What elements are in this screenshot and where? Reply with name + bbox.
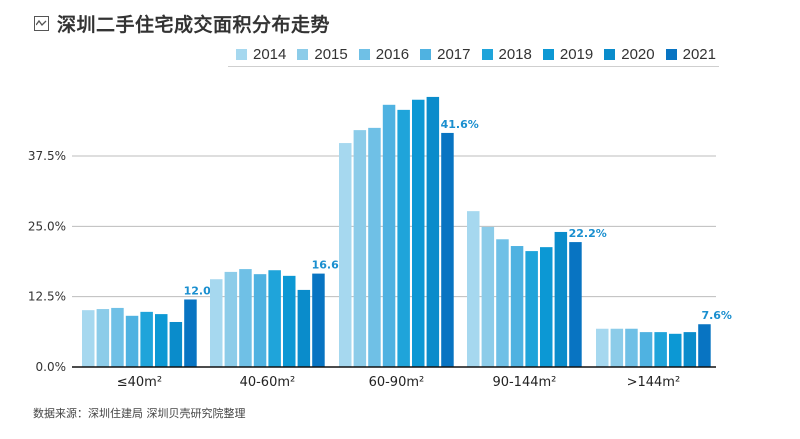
legend-item-2014: 2014	[236, 46, 286, 63]
bar-2015-4	[610, 328, 624, 367]
bar-2018-1	[268, 270, 281, 367]
x-tick-label: >144m²	[627, 375, 681, 390]
bar-2015-2	[353, 130, 367, 367]
bar-2019-4	[669, 333, 682, 367]
bar-2014-2	[339, 143, 352, 367]
bar-2016-2	[368, 127, 381, 367]
bar-2014-4	[596, 328, 609, 367]
bar-2020-3	[554, 231, 568, 367]
y-tick-label: 12.5%	[28, 290, 66, 304]
bar-2015-1	[224, 271, 238, 367]
y-tick-label: 37.5%	[28, 149, 66, 163]
legend-swatch	[358, 49, 370, 60]
bar-2019-2	[412, 99, 425, 367]
legend-label: 2014	[253, 46, 287, 63]
bar-2017-2	[382, 104, 396, 367]
legend-swatch	[420, 49, 432, 60]
data-label: 41.6%	[441, 118, 479, 131]
chart-title: 深圳二手住宅成交面积分布走势	[57, 14, 331, 36]
bar-2016-0	[111, 307, 124, 367]
legend-item-2021: 2021	[665, 46, 716, 63]
bar-2021-4	[698, 324, 711, 367]
bar-2017-0	[125, 315, 139, 367]
legend-swatch	[604, 49, 616, 60]
legend-item-2019: 2019	[542, 46, 594, 63]
bar-2019-0	[155, 314, 168, 367]
legend-label: 2019	[559, 46, 594, 63]
bar-2021-0	[184, 299, 197, 367]
legend-item-2015: 2015	[297, 46, 348, 63]
legend-swatch	[481, 49, 493, 60]
bar-2020-4	[683, 332, 697, 367]
bar-2015-3	[481, 226, 495, 367]
legend-label: 2020	[621, 46, 655, 63]
legend: 2014 2015 2016 2017 2018 2019 2020 2021	[236, 46, 716, 63]
x-tick-label: 90-144m²	[492, 375, 556, 390]
bar-2021-3	[569, 242, 582, 367]
bar-2014-0	[82, 310, 95, 367]
legend-swatch	[542, 49, 554, 60]
bar-2014-3	[467, 211, 480, 367]
legend-swatch	[297, 49, 309, 60]
legend-label: 2015	[314, 46, 348, 63]
legend-label: 2016	[375, 46, 410, 63]
bar-2021-2	[441, 132, 454, 367]
bar-2017-1	[253, 274, 267, 367]
bar-2014-1	[210, 279, 223, 367]
data-label: 7.6%	[701, 309, 732, 322]
legend-item-2018: 2018	[481, 46, 532, 63]
legend-label: 2017	[437, 46, 471, 63]
bar-2017-3	[510, 246, 524, 367]
legend-item-2016: 2016	[358, 46, 410, 63]
y-tick-label: 25.0%	[28, 219, 66, 233]
data-label: 22.2%	[569, 227, 607, 240]
bar-2020-0	[169, 321, 183, 367]
legend-item-2017: 2017	[420, 46, 471, 63]
legend-swatch	[665, 49, 677, 60]
legend-label: 2021	[682, 46, 716, 63]
legend-item-2020: 2020	[604, 46, 655, 63]
bar-2016-4	[625, 328, 638, 367]
bar-2021-1	[312, 273, 325, 367]
bar-2018-0	[140, 311, 153, 367]
legend-swatch	[236, 49, 247, 60]
line-chart-icon	[34, 16, 49, 31]
bar-2020-1	[297, 289, 311, 367]
y-tick-label: 0.0%	[36, 360, 67, 374]
bar-2018-2	[397, 109, 410, 368]
bar-2018-3	[525, 251, 538, 367]
bar-2017-4	[639, 332, 653, 367]
legend-label: 2018	[498, 46, 532, 63]
bar-2019-1	[283, 275, 296, 367]
bar-2020-2	[426, 96, 440, 368]
bar-2018-4	[654, 332, 667, 367]
bar-2016-3	[496, 239, 509, 367]
x-tick-label: 60-90m²	[369, 375, 425, 390]
x-tick-label: ≤40m²	[117, 375, 162, 390]
chart-header: 深圳二手住宅成交面积分布走势	[34, 10, 330, 37]
x-tick-label: 40-60m²	[240, 375, 296, 390]
legend-divider	[228, 66, 719, 67]
data-source: 数据来源：深圳住建局 深圳贝壳研究院整理	[33, 407, 246, 420]
bar-2019-3	[540, 247, 553, 367]
bar-2016-1	[239, 269, 252, 367]
bar-2015-0	[96, 309, 110, 367]
